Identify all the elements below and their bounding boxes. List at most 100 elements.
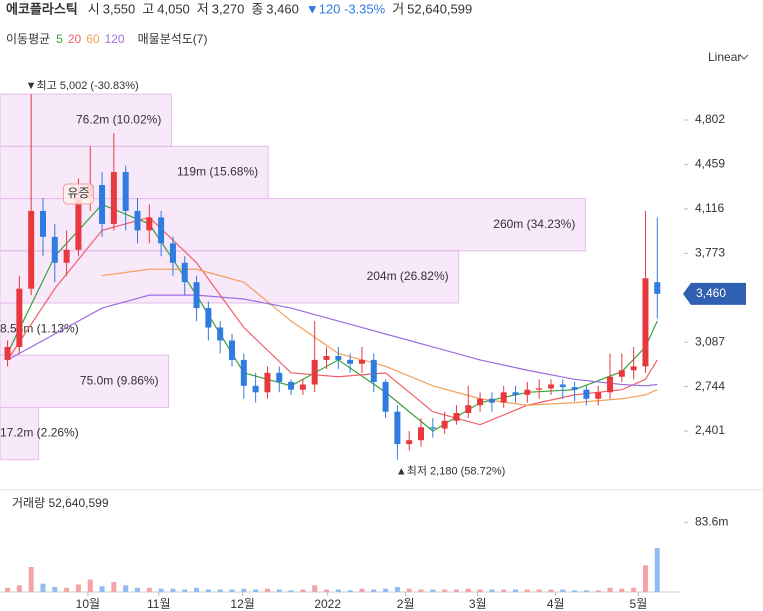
y-tick-label: 4,459 bbox=[695, 157, 725, 171]
profile-bar bbox=[0, 406, 40, 461]
volume-bar bbox=[324, 589, 330, 592]
candle-body bbox=[28, 210, 35, 289]
volume-bar bbox=[453, 589, 459, 592]
ma-line bbox=[101, 268, 658, 406]
candle-body bbox=[193, 282, 200, 309]
x-tick-label: 5월 bbox=[630, 597, 648, 611]
quote-volume: 52,640,599 bbox=[407, 1, 472, 16]
candle-body bbox=[205, 308, 212, 328]
volume-bar bbox=[40, 583, 46, 592]
legend-entry[interactable]: 매물분석도(7) bbox=[138, 32, 208, 46]
high-note: ▼최고 5,002 (-30.83%) bbox=[26, 79, 139, 92]
volume-bar bbox=[513, 589, 519, 592]
volume-bar bbox=[123, 585, 129, 592]
profile-label: 76.2m (10.02%) bbox=[76, 112, 161, 126]
scale-mode[interactable]: Linear bbox=[708, 50, 741, 64]
event-badge bbox=[62, 183, 94, 205]
profile-bar bbox=[0, 250, 460, 304]
candle-body bbox=[654, 282, 661, 294]
candle-body bbox=[477, 398, 484, 406]
low-note: ▲최저 2,180 (58.72%) bbox=[396, 465, 505, 478]
candle-body bbox=[453, 413, 460, 421]
quote-key: 시 bbox=[88, 1, 100, 16]
candle-body bbox=[299, 384, 306, 390]
volume-bar bbox=[501, 589, 507, 592]
legend-entry: 20 bbox=[68, 32, 82, 46]
volume-bar bbox=[595, 590, 601, 592]
volume-bar bbox=[5, 587, 11, 592]
profile-bar bbox=[0, 354, 170, 408]
volume-bar bbox=[52, 587, 58, 592]
ma-legend-title[interactable]: 이동평균 bbox=[6, 32, 50, 46]
candle-body bbox=[288, 381, 295, 390]
y-tick-label: 3,087 bbox=[695, 334, 725, 348]
candle-body bbox=[99, 185, 106, 224]
candle-body bbox=[63, 249, 70, 263]
volume-bar bbox=[383, 588, 389, 592]
candle-body bbox=[75, 197, 82, 250]
candle-body bbox=[311, 359, 318, 385]
profile-bar bbox=[0, 145, 269, 200]
quote-value: 4,050 bbox=[157, 1, 190, 16]
candle-body bbox=[228, 340, 235, 360]
candle-body bbox=[394, 411, 401, 445]
event-label: 유증 bbox=[67, 186, 89, 200]
candle-body bbox=[595, 392, 602, 399]
profile-label: 75.0m (9.86%) bbox=[80, 373, 159, 387]
volume-bar bbox=[371, 589, 377, 592]
volume-bar bbox=[241, 588, 247, 592]
candle-body bbox=[571, 387, 578, 390]
candle-body bbox=[276, 372, 283, 382]
candle-body bbox=[39, 210, 46, 237]
candle-body bbox=[323, 356, 330, 360]
stock-name: 에코플라스틱 bbox=[6, 1, 78, 16]
candle-body bbox=[512, 392, 519, 395]
candle-body bbox=[358, 359, 365, 364]
x-tick-label: 3월 bbox=[469, 597, 487, 611]
volume-bar bbox=[170, 588, 176, 592]
volume-bar bbox=[347, 590, 353, 592]
volume-bar bbox=[158, 588, 164, 592]
candle-body bbox=[181, 262, 188, 283]
volume-bar bbox=[87, 579, 93, 592]
volume-bar bbox=[583, 590, 589, 592]
volume-title: 거래량 52,640,599 bbox=[12, 496, 109, 510]
candle-body bbox=[630, 366, 637, 371]
candle-body bbox=[158, 217, 165, 244]
candle-body bbox=[583, 389, 590, 399]
candle-body bbox=[524, 389, 531, 395]
profile-label: 204m (26.82%) bbox=[367, 269, 449, 283]
volume-bar bbox=[642, 565, 648, 592]
candle-body bbox=[51, 236, 58, 263]
candle-body bbox=[441, 420, 448, 429]
volume-bar bbox=[477, 589, 483, 592]
dropdown-icon[interactable] bbox=[739, 54, 749, 60]
price-tag bbox=[683, 282, 746, 305]
candle-body bbox=[536, 388, 543, 390]
quote-change: ▼120 -3.35% bbox=[306, 1, 386, 16]
candle-body bbox=[252, 385, 259, 393]
volume-bar bbox=[64, 587, 70, 592]
volume-bar bbox=[406, 588, 412, 592]
volume-bar bbox=[205, 589, 211, 592]
candle-body bbox=[347, 359, 354, 364]
volume-bar bbox=[524, 589, 530, 592]
profile-bar bbox=[0, 198, 586, 252]
candle-body bbox=[122, 172, 129, 211]
x-tick-label: 2022 bbox=[314, 597, 341, 611]
volume-bar bbox=[548, 589, 554, 592]
candle-body bbox=[607, 376, 614, 393]
x-tick-label: 12월 bbox=[230, 597, 254, 611]
volume-bar bbox=[619, 588, 625, 592]
candle-body bbox=[134, 210, 141, 231]
x-tick-label: 11월 bbox=[147, 597, 171, 611]
volume-bar bbox=[300, 589, 306, 592]
profile-label: 260m (34.23%) bbox=[493, 217, 575, 231]
volume-bar bbox=[489, 589, 495, 592]
volume-bar bbox=[134, 587, 140, 592]
volume-bar bbox=[28, 567, 34, 592]
volume-bar bbox=[276, 589, 282, 592]
volume-bar bbox=[288, 590, 294, 592]
volume-bar bbox=[335, 589, 341, 592]
